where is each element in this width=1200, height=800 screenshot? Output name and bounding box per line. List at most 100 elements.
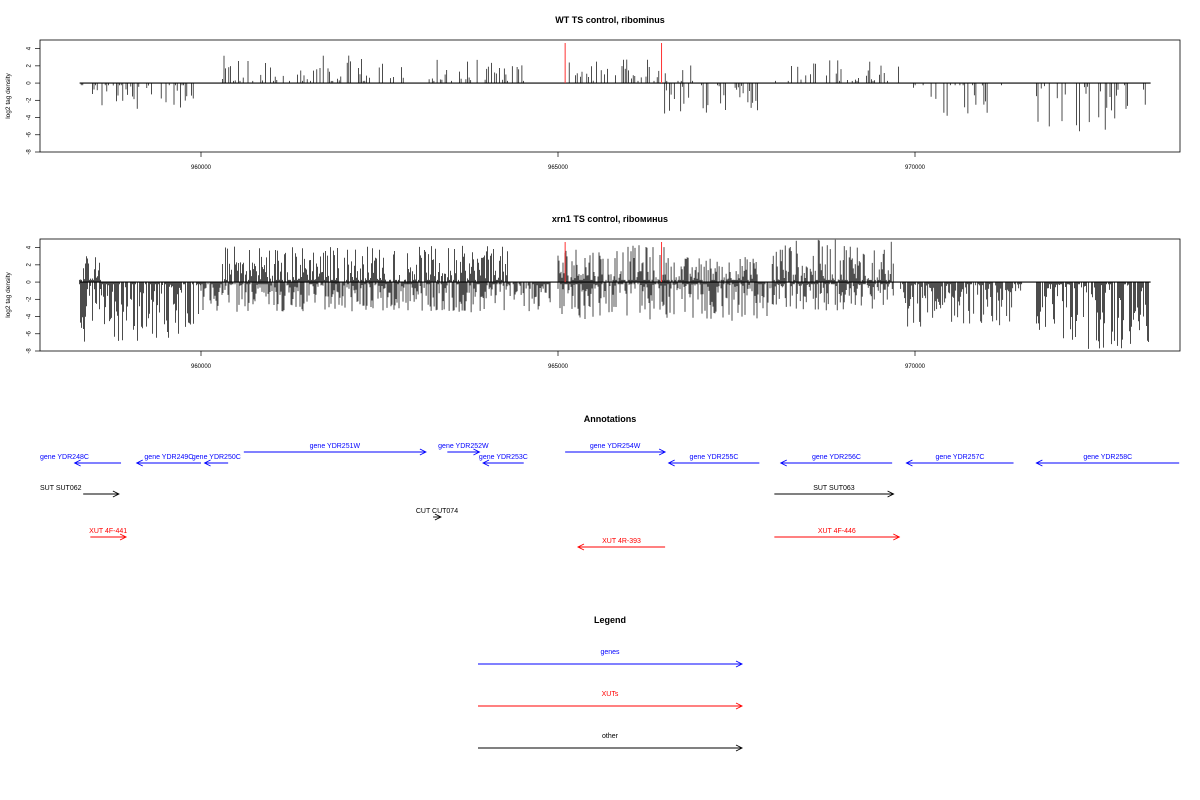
annotation-feature: gene YDR257C — [905, 454, 1014, 467]
legend-items: genes XUTs other — [478, 649, 744, 752]
feature-label: gene YDR254W — [590, 443, 641, 450]
feature-arrowhead — [779, 459, 787, 467]
legend-arrowhead — [735, 660, 744, 668]
feature-arrowhead — [119, 533, 128, 541]
xrn1-plot-title: xrn1 TS control, riboминus — [552, 214, 668, 224]
y-tick-label: -2 — [27, 296, 33, 302]
x-tick-label: 960000 — [191, 364, 212, 370]
legend-item: other — [478, 733, 744, 752]
y-tick-label: -4 — [27, 114, 33, 120]
feature-label: gene YDR253C — [479, 454, 528, 461]
wt-coverage-plot: WT TS control, ribominus log2 tag densit… — [5, 15, 1181, 171]
annotation-feature: XUT 4R-393 — [576, 538, 666, 551]
wt-coverage-bars — [79, 55, 1151, 132]
y-tick-label: 4 — [27, 46, 33, 50]
annotation-feature: gene YDR254W — [565, 443, 667, 456]
wt-plot-title: WT TS control, ribominus — [555, 15, 665, 25]
feature-arrowhead — [887, 490, 895, 498]
xrn1-highlight-lines — [564, 242, 663, 283]
annotation-feature: gene YDR253C — [479, 454, 528, 467]
feature-label: gene YDR252W — [438, 443, 489, 450]
xrn1-y-axis: 4 2 0 -2 -4 -6 -8 — [27, 245, 40, 354]
feature-arrowhead — [112, 490, 120, 498]
x-tick-label: 970000 — [905, 364, 926, 370]
feature-arrowhead — [658, 448, 667, 456]
annotations-title: Annotations — [584, 414, 637, 424]
feature-label: gene YDR258C — [1083, 454, 1132, 461]
annotation-feature: gene YDR258C — [1035, 454, 1180, 467]
legend-item: XUTs — [478, 691, 744, 710]
y-tick-label: 2 — [27, 64, 33, 68]
wt-y-axis: 4 2 0 -2 -4 -6 -8 — [27, 46, 40, 155]
annotation-feature: CUT CUT074 — [416, 508, 458, 521]
feature-arrowhead — [576, 543, 585, 551]
feature-arrowhead — [135, 459, 143, 467]
feature-arrowhead — [893, 533, 901, 541]
y-tick-label: -8 — [27, 348, 33, 354]
legend-title: Legend — [594, 615, 626, 625]
feature-label: gene YDR257C — [936, 454, 985, 461]
y-tick-label: -6 — [27, 330, 33, 336]
legend-arrowhead — [735, 744, 744, 752]
annotation-feature: SUT SUT063 — [774, 485, 895, 498]
feature-label: CUT CUT074 — [416, 508, 458, 515]
feature-arrowhead — [482, 459, 490, 467]
annotation-feature: gene YDR252W — [438, 443, 489, 456]
annotation-feature: gene YDR255C — [667, 454, 760, 467]
annotation-feature: gene YDR250C — [192, 454, 241, 467]
feature-arrowhead — [203, 459, 211, 467]
feature-arrowhead — [667, 459, 675, 467]
legend-label: XUTs — [602, 691, 619, 698]
xrn1-coverage-bars — [79, 239, 1151, 349]
feature-arrowhead — [419, 448, 427, 456]
annotation-feature: gene YDR249C — [135, 454, 201, 467]
feature-label: gene YDR251W — [310, 443, 361, 450]
y-tick-label: 0 — [27, 81, 33, 85]
feature-arrowhead — [905, 459, 913, 467]
annotation-feature: gene YDR256C — [779, 454, 893, 467]
wt-plot-frame — [39, 39, 1181, 153]
wt-x-axis: 960000 965000 970000 — [191, 152, 926, 171]
feature-label: SUT SUT062 — [40, 485, 82, 492]
annotation-feature: XUT 4F-446 — [774, 528, 901, 541]
xrn1-plot-frame — [39, 238, 1181, 352]
legend-arrowhead — [735, 702, 744, 710]
feature-label: XUT 4F-446 — [818, 528, 856, 535]
y-tick-label: 2 — [27, 263, 33, 267]
xrn1-y-axis-label: log2 tag density — [5, 271, 12, 317]
x-tick-label: 960000 — [191, 165, 212, 171]
feature-arrowhead — [73, 459, 81, 467]
feature-label: SUT SUT063 — [813, 485, 855, 492]
y-tick-label: 4 — [27, 245, 33, 249]
feature-label: XUT 4R-393 — [602, 538, 641, 545]
legend-item: genes — [478, 649, 744, 668]
x-tick-label: 965000 — [548, 364, 569, 370]
y-tick-label: -2 — [27, 97, 33, 103]
feature-label: gene YDR249C — [144, 454, 193, 461]
feature-label: gene YDR250C — [192, 454, 241, 461]
y-tick-label: -8 — [27, 149, 33, 155]
x-tick-label: 965000 — [548, 165, 569, 171]
feature-label: gene YDR248C — [40, 454, 89, 461]
legend-label: other — [602, 733, 619, 740]
y-tick-label: 0 — [27, 280, 33, 284]
y-tick-label: -4 — [27, 313, 33, 319]
feature-label: gene YDR256C — [812, 454, 861, 461]
annotation-track: Annotations gene YDR248C gene YDR249Cgene… — [40, 414, 1180, 551]
legend-label: genes — [600, 649, 620, 656]
xrn1-coverage-plot: xrn1 TS control, riboминus log2 tag dens… — [5, 214, 1181, 370]
feature-arrowhead — [1035, 459, 1043, 467]
annotation-feature: SUT SUT062 — [40, 485, 120, 498]
annotation-feature: XUT 4F-441 — [89, 528, 128, 541]
xrn1-x-axis: 960000 965000 970000 — [191, 351, 926, 370]
y-tick-label: -6 — [27, 131, 33, 137]
x-tick-label: 970000 — [905, 165, 926, 171]
feature-arrowhead — [434, 513, 442, 521]
annotation-feature: gene YDR251W — [243, 443, 427, 456]
feature-label: gene YDR255C — [690, 454, 739, 461]
feature-label: XUT 4F-441 — [89, 528, 127, 535]
feature-arrowhead — [473, 448, 481, 456]
legend: Legend genes XUTs other — [478, 615, 744, 752]
